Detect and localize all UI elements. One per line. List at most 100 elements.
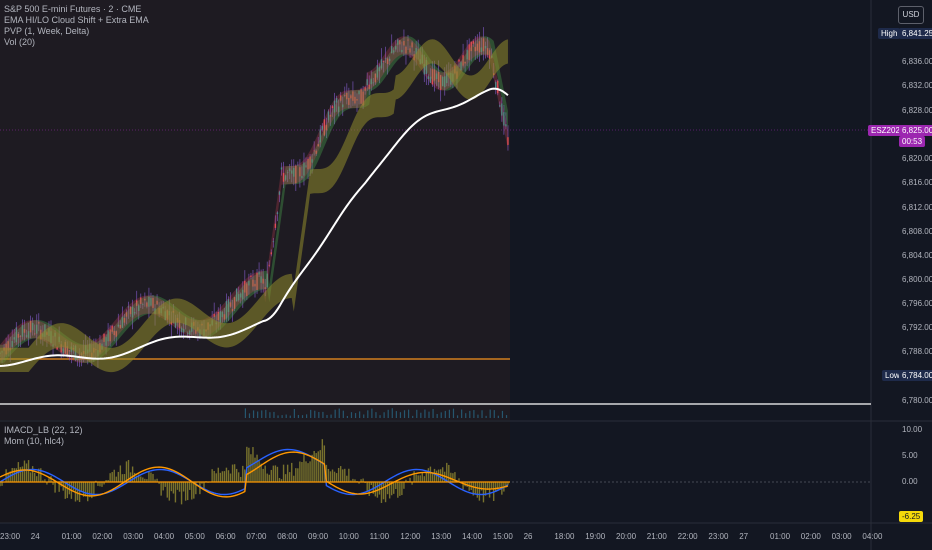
volume-bar <box>416 409 418 418</box>
momentum-bar <box>178 482 181 492</box>
momentum-bar <box>401 482 403 496</box>
momentum-bar <box>313 450 315 482</box>
candle-body <box>284 175 287 180</box>
candle-body <box>150 298 152 306</box>
momentum-bar <box>82 482 85 497</box>
momentum-bar <box>368 482 370 496</box>
momentum-bar <box>31 466 34 482</box>
time-tick: 03:00 <box>831 532 852 541</box>
momentum-bar <box>164 482 166 487</box>
time-tick: 23:00 <box>0 532 21 541</box>
momentum-bar <box>393 482 395 494</box>
candle-body <box>242 289 244 300</box>
momentum-bar <box>68 482 71 495</box>
candle-body <box>303 162 305 176</box>
candle-body <box>258 271 260 275</box>
time-tick: 18:00 <box>554 532 575 541</box>
momentum-bar <box>452 473 454 482</box>
momentum-bar <box>327 468 330 482</box>
volume-bar <box>289 415 291 418</box>
momentum-bar <box>246 446 248 482</box>
momentum-bar <box>152 473 154 482</box>
time-tick: 10:00 <box>338 532 359 541</box>
momentum-bar <box>91 482 93 499</box>
candle-body <box>348 97 350 105</box>
candle-body <box>339 95 342 101</box>
candle-body <box>327 111 330 121</box>
momentum-bar <box>125 461 128 482</box>
candle-body <box>144 298 146 301</box>
currency-button[interactable]: USD <box>898 6 924 24</box>
candle-body <box>123 317 126 323</box>
time-tick: 13:00 <box>431 532 452 541</box>
symbol-title[interactable]: S&P 500 E-mini Futures · 2 · CME <box>4 4 142 14</box>
indicator-imacd[interactable]: IMACD_LB (22, 12) <box>4 425 83 435</box>
momentum-bar <box>21 466 24 482</box>
candle-body <box>352 91 354 101</box>
volume-bar <box>383 412 385 418</box>
candle-body <box>17 333 20 338</box>
momentum-bar <box>421 473 423 482</box>
volume-bar <box>448 409 450 418</box>
volume-bar <box>469 410 471 418</box>
momentum-bar <box>213 470 215 482</box>
candle-body <box>411 42 413 48</box>
momentum-bar <box>309 461 311 482</box>
volume-bar <box>293 408 295 418</box>
volume-bar <box>424 409 426 418</box>
indicator-pvp[interactable]: PVP (1, Week, Delta) <box>4 26 90 36</box>
price-tick: 6,828.00 <box>902 106 932 115</box>
candle-body <box>301 176 303 179</box>
momentum-bar <box>217 467 219 482</box>
candle-body <box>429 76 432 83</box>
momentum-bar <box>295 468 297 482</box>
time-tick: 15:00 <box>492 532 513 541</box>
time-tick: 04:00 <box>154 532 175 541</box>
momentum-bar <box>439 469 442 482</box>
candle-body <box>146 302 148 307</box>
momentum-bar <box>429 466 432 482</box>
candle-body <box>470 41 472 52</box>
candle-body <box>472 41 474 44</box>
candle-body <box>135 300 138 306</box>
candle-body <box>262 278 264 284</box>
momentum-bar <box>423 476 426 482</box>
candle-body <box>23 329 26 333</box>
momentum-bar <box>454 472 456 482</box>
candle-body <box>213 313 215 317</box>
momentum-bar <box>382 482 385 500</box>
time-tick: 22:00 <box>677 532 698 541</box>
indicator-ema-cloud[interactable]: EMA HI/LO Cloud Shift + Extra EMA <box>4 15 149 25</box>
momentum-bar <box>15 468 18 482</box>
candle-body <box>21 325 24 337</box>
candle-body <box>115 331 117 337</box>
candle-body <box>431 69 434 85</box>
candle-body <box>478 41 481 53</box>
candle-body <box>142 304 144 305</box>
momentum-bar <box>193 482 195 499</box>
volume-bar <box>452 408 455 418</box>
candle-body <box>368 84 370 89</box>
candle-body <box>276 212 279 215</box>
indicator-momentum[interactable]: Mom (10, hlc4) <box>4 436 65 446</box>
candle-body <box>427 76 430 80</box>
momentum-bar <box>244 469 246 482</box>
momentum-bar <box>303 454 305 482</box>
price-tick: 6,832.00 <box>902 81 932 90</box>
volume-bar <box>367 410 369 418</box>
candle-body <box>486 48 489 55</box>
momentum-bar <box>358 482 360 484</box>
candle-body <box>344 94 346 96</box>
candle-body <box>174 322 177 328</box>
momentum-bar <box>266 473 268 482</box>
momentum-bar <box>76 482 79 501</box>
indicator-volume[interactable]: Vol (20) <box>4 37 36 47</box>
momentum-bar <box>505 482 507 488</box>
momentum-bar <box>19 467 22 482</box>
candle-body <box>356 99 358 101</box>
high-value-tag: 6,841.25 <box>899 28 932 39</box>
momentum-bar <box>315 453 317 482</box>
volume-bar <box>273 411 275 418</box>
volume-bar <box>477 414 479 418</box>
